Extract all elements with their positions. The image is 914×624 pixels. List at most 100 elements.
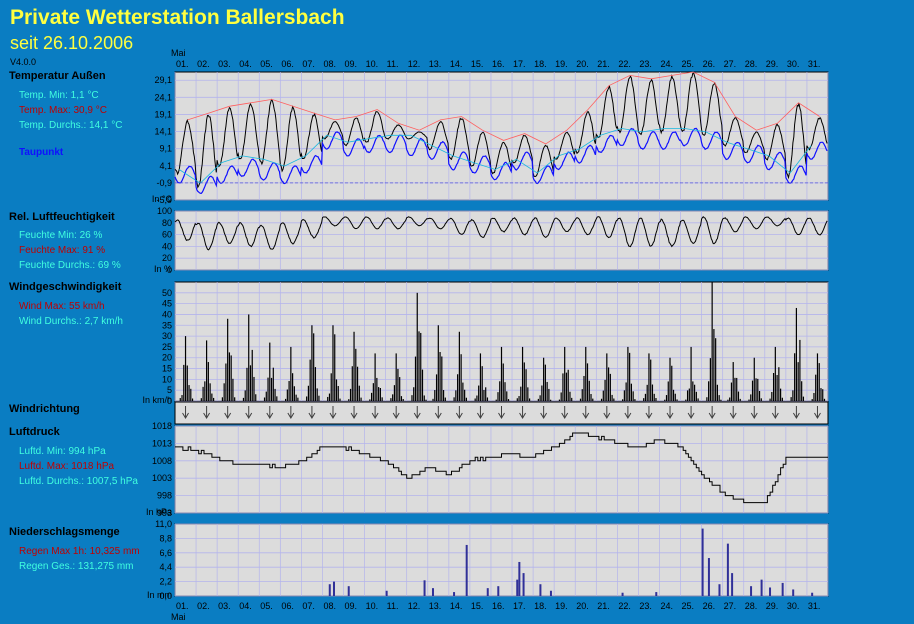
winddir-arrowhead — [455, 412, 463, 419]
hum-ytick-label: 0 — [167, 265, 172, 275]
winddir-section-title: Windrichtung — [9, 403, 80, 415]
rain-bar — [655, 592, 658, 596]
day-label-top: 26. — [703, 59, 716, 69]
day-label-bottom: 19. — [555, 601, 568, 611]
rain-bar — [453, 592, 456, 596]
day-label-top: 10. — [366, 59, 379, 69]
winddir-arrowhead — [771, 412, 779, 419]
day-label-bottom: 21. — [597, 601, 610, 611]
wind-ytick-label: 30 — [162, 331, 172, 341]
wind-ytick-label: 5 — [167, 385, 172, 395]
winddir-arrowhead — [224, 412, 232, 419]
day-label-top: 16. — [492, 59, 505, 69]
page-title: Private Wetterstation Ballersbach — [10, 6, 345, 29]
day-label-top: 07. — [302, 59, 315, 69]
wind-avg-label: Wind Durchs.: 2,7 km/h — [19, 316, 123, 327]
day-label-top: 02. — [197, 59, 210, 69]
rain-bar — [718, 584, 721, 596]
temp-avg-label: Temp. Durchs.: 14,1 °C — [19, 120, 123, 131]
hum-unit-label: In % — [154, 264, 172, 274]
day-label-top: 13. — [429, 59, 442, 69]
rain-bar — [707, 558, 710, 596]
rain-bar — [781, 582, 784, 596]
wind-unit-label: In km/h — [142, 395, 172, 405]
hum-ytick-label: 60 — [162, 230, 172, 240]
winddir-arrowhead — [750, 412, 758, 419]
hum-ytick-label: 40 — [162, 241, 172, 251]
day-label-top: 30. — [787, 59, 800, 69]
rain-max-label: Regen Max 1h: 10,325 mm — [19, 546, 140, 557]
winddir-arrowhead — [392, 412, 400, 419]
day-label-bottom: 07. — [302, 601, 315, 611]
day-label-bottom: 04. — [239, 601, 252, 611]
day-label-bottom: 14. — [450, 601, 463, 611]
day-label-bottom: 29. — [766, 601, 779, 611]
day-label-top: 06. — [281, 59, 294, 69]
rain-bar — [731, 573, 734, 596]
press-ytick-label: 1018 — [152, 421, 172, 431]
day-label-bottom: 20. — [576, 601, 589, 611]
day-label-top: 12. — [408, 59, 421, 69]
rain-ytick-label: 11,0 — [155, 519, 172, 529]
temp-ytick-label: 4,1 — [159, 161, 172, 171]
day-label-top: 21. — [597, 59, 610, 69]
winddir-arrowhead — [245, 412, 253, 419]
press-plot-area — [174, 425, 829, 514]
day-label-bottom: 01. — [176, 601, 189, 611]
day-label-bottom: 03. — [218, 601, 231, 611]
winddir-arrowhead — [540, 412, 548, 419]
rain-bar — [332, 581, 335, 596]
pressure-line — [175, 432, 828, 504]
day-label-bottom: 05. — [260, 601, 273, 611]
rain-bar — [518, 561, 521, 596]
day-label-top: 01. — [176, 59, 189, 69]
day-label-bottom: 22. — [618, 601, 631, 611]
day-label-top: 05. — [260, 59, 273, 69]
rain-section-title: Niederschlagsmenge — [9, 526, 120, 538]
winddir-arrowhead — [329, 412, 337, 419]
day-label-bottom: 06. — [281, 601, 294, 611]
press-ytick-label: 1008 — [152, 456, 172, 466]
winddir-arrowhead — [814, 412, 821, 419]
rain-bar — [539, 584, 542, 596]
winddir-arrowhead — [582, 412, 590, 419]
hum-ytick-label: 100 — [157, 206, 172, 216]
rain-bar — [423, 580, 426, 596]
pressure-max-label: Luftd. Max: 1018 hPa — [19, 461, 115, 472]
day-label-top: 09. — [345, 59, 358, 69]
winddir-arrowhead — [203, 412, 211, 419]
temp-ytick-label: -5,9 — [156, 195, 172, 205]
rain-bar — [549, 590, 552, 596]
hum-ytick-label: 20 — [162, 253, 172, 263]
pressure-avg-label: Luftd. Durchs.: 1007,5 hPa — [19, 476, 138, 487]
day-label-top: 22. — [618, 59, 631, 69]
humidity-min-label: Feuchte Min: 26 % — [19, 230, 103, 241]
rain-bar — [701, 528, 704, 596]
winddir-arrowhead — [182, 412, 189, 419]
wind-ytick-label: 35 — [162, 320, 172, 330]
wind-ytick-label: 40 — [162, 309, 172, 319]
wind-ytick-label: 50 — [162, 288, 172, 298]
month-label-bottom: Mai — [171, 612, 186, 622]
rain-bar — [522, 573, 525, 596]
press-ytick-label: 1013 — [152, 438, 172, 448]
day-label-bottom: 26. — [703, 601, 716, 611]
day-label-bottom: 17. — [513, 601, 526, 611]
wind-ytick-label: 20 — [162, 353, 172, 363]
wind-max-label: Wind Max: 55 km/h — [19, 301, 105, 312]
day-label-top: 14. — [450, 59, 463, 69]
day-label-top: 24. — [660, 59, 673, 69]
press-unit-label: In hPa — [146, 507, 172, 517]
winddir-arrowhead — [561, 412, 569, 419]
winddir-arrowhead — [792, 412, 800, 419]
winddir-arrowhead — [266, 412, 274, 419]
rain-bar — [385, 590, 388, 596]
wind-ytick-label: 25 — [162, 342, 172, 352]
rain-ytick-label: 4,4 — [159, 562, 172, 572]
day-label-bottom: 08. — [323, 601, 336, 611]
temp-unit-label: In °C — [152, 194, 173, 204]
day-label-bottom: 10. — [366, 601, 379, 611]
winddir-arrowhead — [350, 412, 358, 419]
winddir-arrowhead — [477, 412, 484, 419]
press-ytick-label: 993 — [157, 508, 172, 518]
